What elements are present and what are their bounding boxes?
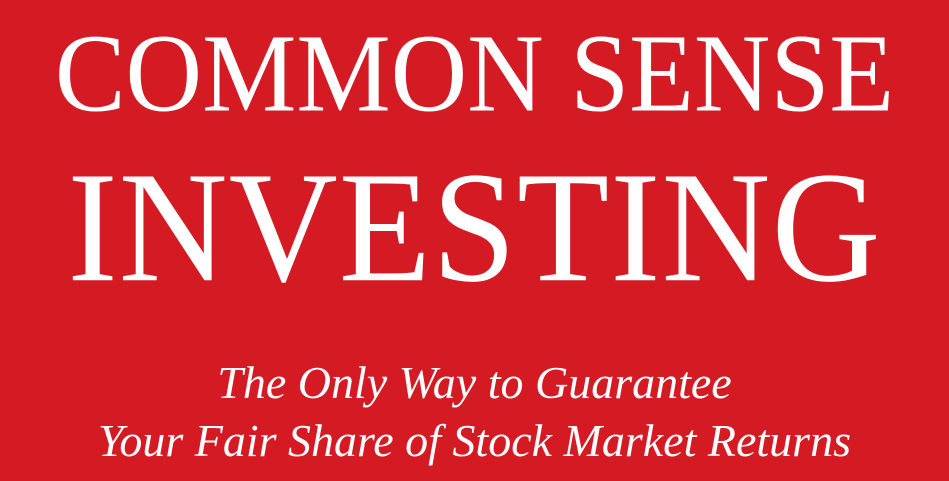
book-title-line-2: INVESTING <box>67 138 882 315</box>
book-subtitle-line-1: The Only Way to Guarantee <box>217 357 732 408</box>
book-title-line-1: COMMON SENSE <box>54 11 895 135</box>
book-subtitle-line-2: Your Fair Share of Stock Market Returns <box>98 415 851 466</box>
